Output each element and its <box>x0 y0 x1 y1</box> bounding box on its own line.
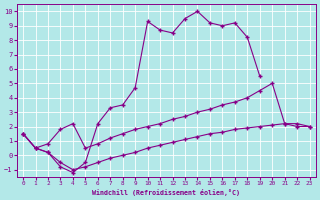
X-axis label: Windchill (Refroidissement éolien,°C): Windchill (Refroidissement éolien,°C) <box>92 189 240 196</box>
